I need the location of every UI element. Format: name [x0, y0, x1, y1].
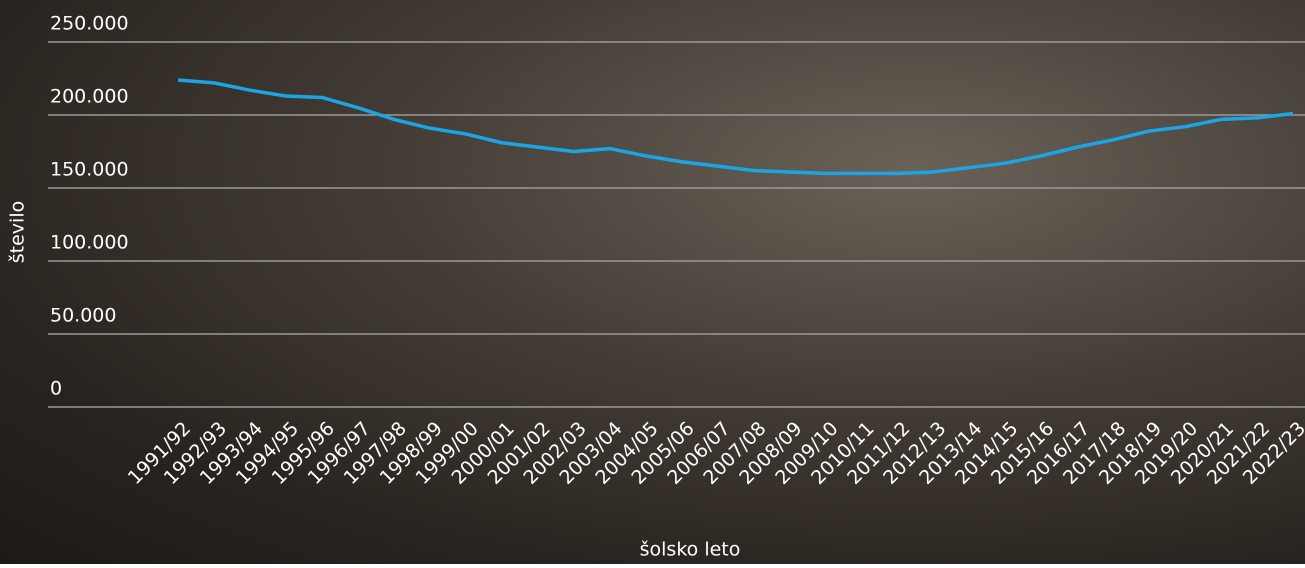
y-tick-label: 200.000: [50, 86, 129, 108]
y-tick-label: 50.000: [50, 305, 116, 327]
data-line: [177, 78, 1294, 176]
y-tick-label: 250.000: [50, 13, 129, 35]
y-tick-label: 150.000: [50, 159, 129, 181]
y-axis-label: število: [7, 201, 29, 263]
y-tick-label: 0: [50, 378, 62, 400]
y-tick-label: 100.000: [50, 232, 129, 254]
x-axis-label: šolsko leto: [640, 539, 741, 561]
